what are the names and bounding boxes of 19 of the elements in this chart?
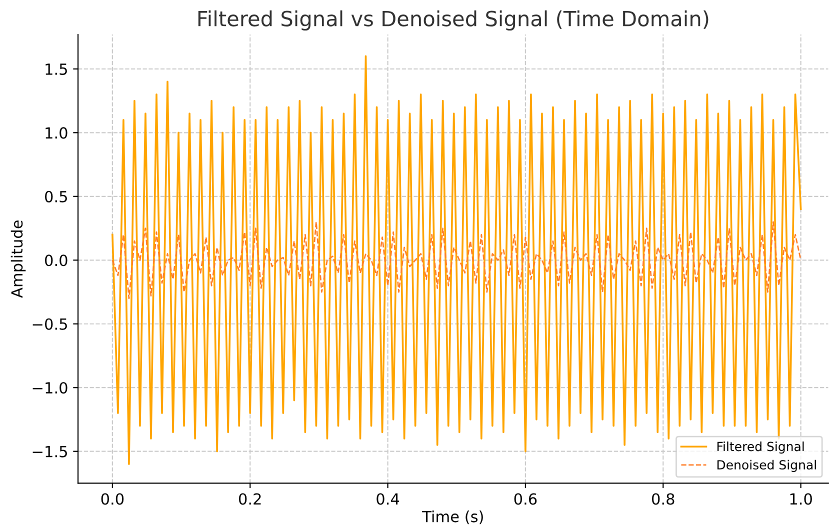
- y-tick-label: −0.5: [32, 318, 67, 330]
- y-tick-label: −1.5: [32, 446, 67, 458]
- x-tick-label: 0.4: [376, 493, 400, 505]
- x-tick-label: 0.0: [101, 493, 124, 505]
- legend-label: Denoised Signal: [717, 460, 816, 472]
- y-tick-label: 1.5: [46, 64, 67, 75]
- x-tick-label: 1.0: [790, 493, 812, 505]
- x-tick-label: 0.2: [238, 493, 261, 505]
- x-tick-label: 0.6: [514, 493, 537, 505]
- x-tick-label: 0.8: [652, 493, 674, 505]
- y-tick-label: 1.0: [46, 127, 68, 139]
- x-axis-title: Time (s): [422, 510, 483, 524]
- y-tick-label: 0.5: [45, 190, 67, 202]
- legend-label: Filtered Signal: [717, 442, 804, 454]
- y-tick-label: 0.0: [45, 254, 68, 266]
- chart-title: Filtered Signal vs Denoised Signal (Time Domain): [198, 10, 708, 31]
- line-series: [112, 221, 802, 300]
- y-tick-label: −1.0: [32, 382, 68, 394]
- y-axis-title: Amplitude: [10, 220, 26, 298]
